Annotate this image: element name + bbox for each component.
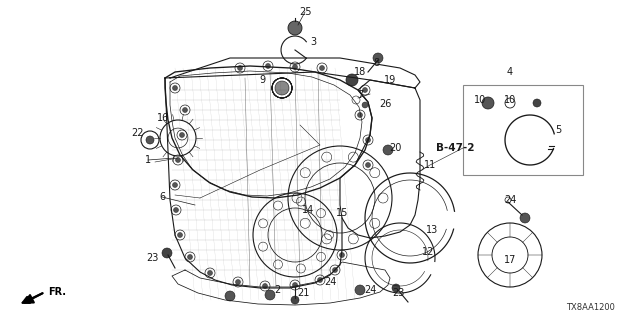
Circle shape — [173, 207, 179, 212]
Text: 13: 13 — [426, 225, 438, 235]
Circle shape — [265, 290, 275, 300]
Text: 15: 15 — [336, 208, 348, 218]
Circle shape — [482, 97, 494, 109]
Text: 24: 24 — [504, 195, 516, 205]
Text: 24: 24 — [364, 285, 376, 295]
Text: 4: 4 — [507, 67, 513, 77]
Circle shape — [373, 53, 383, 63]
Circle shape — [288, 21, 302, 35]
Circle shape — [520, 213, 530, 223]
Circle shape — [275, 81, 289, 95]
Text: 17: 17 — [504, 255, 516, 265]
Circle shape — [533, 99, 541, 107]
Text: 11: 11 — [424, 160, 436, 170]
Circle shape — [146, 136, 154, 144]
Circle shape — [262, 284, 268, 289]
Text: 22: 22 — [132, 128, 144, 138]
Circle shape — [365, 138, 371, 142]
Circle shape — [173, 85, 177, 91]
Circle shape — [358, 113, 362, 117]
Text: 16: 16 — [157, 113, 169, 123]
Text: TX8AA1200: TX8AA1200 — [566, 303, 615, 312]
Circle shape — [317, 277, 323, 283]
Circle shape — [225, 291, 235, 301]
Text: 25: 25 — [299, 7, 311, 17]
Text: 3: 3 — [310, 37, 316, 47]
Circle shape — [182, 108, 188, 113]
Circle shape — [333, 268, 337, 273]
Circle shape — [237, 66, 243, 70]
Text: 12: 12 — [422, 247, 434, 257]
Text: 10: 10 — [504, 95, 516, 105]
Text: 2: 2 — [274, 285, 280, 295]
Text: 9: 9 — [259, 75, 265, 85]
Text: 21: 21 — [297, 288, 309, 298]
Circle shape — [162, 248, 172, 258]
Circle shape — [346, 74, 358, 86]
Circle shape — [177, 233, 182, 237]
Circle shape — [362, 87, 367, 92]
Text: 18: 18 — [354, 67, 366, 77]
Text: 6: 6 — [159, 192, 165, 202]
Text: B-47-2: B-47-2 — [436, 143, 474, 153]
Text: 7: 7 — [357, 90, 363, 100]
Circle shape — [207, 270, 212, 276]
Circle shape — [362, 102, 368, 108]
Circle shape — [292, 65, 298, 69]
Circle shape — [319, 66, 324, 70]
Circle shape — [392, 284, 400, 292]
Text: 10: 10 — [474, 95, 486, 105]
Circle shape — [292, 283, 298, 287]
Text: 1: 1 — [145, 155, 151, 165]
Circle shape — [355, 285, 365, 295]
Circle shape — [365, 163, 371, 167]
Text: 23: 23 — [392, 288, 404, 298]
Circle shape — [179, 132, 184, 138]
Circle shape — [339, 252, 344, 258]
Text: 23: 23 — [146, 253, 158, 263]
Text: 19: 19 — [384, 75, 396, 85]
Text: 8: 8 — [373, 58, 379, 68]
Circle shape — [266, 63, 271, 68]
Circle shape — [175, 157, 180, 163]
Circle shape — [383, 145, 393, 155]
Circle shape — [173, 182, 177, 188]
Text: 5: 5 — [555, 125, 561, 135]
Circle shape — [291, 296, 299, 304]
Text: 14: 14 — [302, 205, 314, 215]
Circle shape — [236, 279, 241, 284]
Text: 20: 20 — [389, 143, 401, 153]
Circle shape — [188, 254, 193, 260]
Text: 26: 26 — [379, 99, 391, 109]
Bar — [463, 85, 583, 175]
Text: FR.: FR. — [48, 287, 66, 297]
Text: 24: 24 — [324, 277, 336, 287]
